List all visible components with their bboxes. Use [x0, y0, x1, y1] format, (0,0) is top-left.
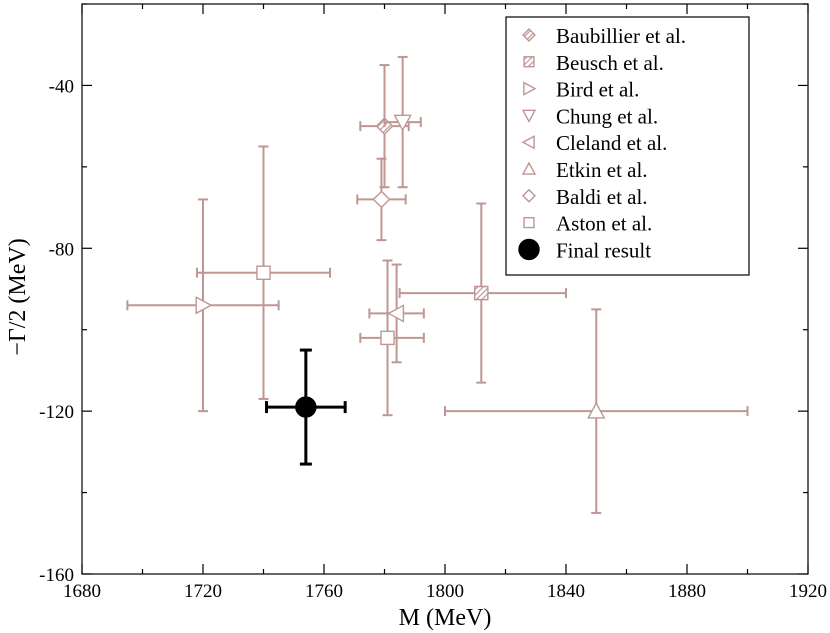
y-tick-label: -80 — [49, 239, 74, 260]
legend-marker — [521, 161, 537, 175]
legend-item: Final result — [518, 238, 651, 262]
x-axis-label: M (MeV) — [399, 605, 492, 631]
legend-label: Cleland et al. — [556, 131, 667, 155]
legend-marker — [521, 109, 537, 123]
legend-item: Cleland et al. — [521, 131, 667, 155]
data-point — [444, 308, 749, 514]
data-marker — [380, 330, 395, 346]
data-marker — [295, 396, 317, 418]
legend-marker — [521, 135, 535, 150]
x-tick-label: 1680 — [63, 581, 101, 602]
x-tick-label: 1760 — [305, 581, 343, 602]
data-marker — [393, 114, 412, 132]
x-tick-label: 1840 — [547, 581, 585, 602]
legend-marker — [522, 28, 536, 42]
data-point — [126, 198, 280, 413]
legend-label: Beusch et al. — [556, 51, 664, 75]
data-point — [195, 145, 332, 400]
legend-marker — [523, 56, 535, 68]
y-tick-label: -40 — [49, 76, 74, 97]
y-axis-label: −Γ/2 (MeV) — [5, 238, 31, 355]
data-points — [126, 55, 749, 514]
x-tick-label: 1880 — [668, 581, 706, 602]
legend: Baubillier et al. Beusch et al. Bird et al… — [505, 16, 750, 276]
data-point — [359, 259, 425, 417]
legend-label: Final result — [556, 238, 651, 262]
legend-marker — [523, 216, 535, 229]
data-point — [368, 263, 425, 364]
legend-label: Chung et al. — [556, 104, 658, 128]
legend-marker — [523, 81, 537, 96]
legend-item: Baubillier et al. — [522, 24, 686, 48]
data-point — [398, 202, 567, 384]
data-point — [265, 348, 347, 466]
x-tick-label: 1920 — [789, 581, 827, 602]
legend-item: Beusch et al. — [523, 51, 664, 75]
data-marker — [474, 285, 489, 301]
y-tick-label: -120 — [39, 402, 74, 423]
legend-label: Baubillier et al. — [556, 24, 686, 48]
data-marker — [587, 401, 606, 419]
axis-ticks — [81, 3, 809, 575]
legend-label: Baldi et al. — [556, 185, 648, 209]
legend-item: Etkin et al. — [521, 158, 648, 182]
legend-label: Bird et al. — [556, 78, 639, 102]
data-marker — [256, 265, 271, 280]
data-marker — [195, 296, 213, 315]
y-tick-label: -160 — [39, 565, 74, 586]
x-tick-label: 1800 — [426, 581, 464, 602]
data-marker — [387, 304, 405, 323]
legend-marker — [522, 188, 536, 203]
data-point — [383, 55, 422, 189]
legend-item: Bird et al. — [523, 78, 639, 102]
legend-label: Etkin et al. — [556, 158, 648, 182]
legend-marker — [518, 238, 540, 261]
data-marker — [372, 190, 391, 209]
legend-item: Baldi et al. — [522, 185, 648, 209]
legend-item: Aston et al. — [523, 212, 652, 236]
x-tick-label: 1720 — [184, 581, 222, 602]
legend-box — [505, 16, 750, 276]
legend-item: Chung et al. — [521, 104, 658, 128]
data-point — [356, 157, 407, 242]
legend-label: Aston et al. — [556, 212, 652, 236]
tick-labels: 1680 1720 1760 1800 1840 1880 1920 -160 -120 -80 -… — [39, 76, 827, 602]
